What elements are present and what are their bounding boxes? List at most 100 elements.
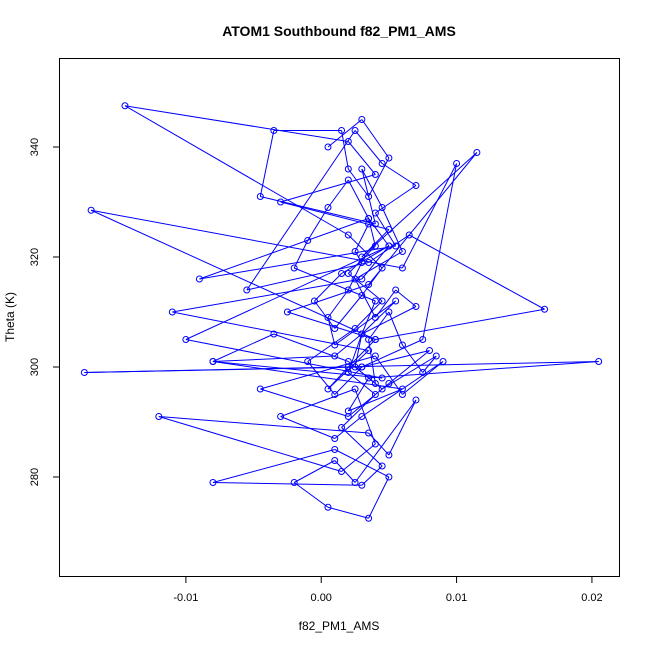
data-point [324,143,332,151]
data-point [290,264,298,272]
series-segment [199,245,396,280]
series-segment [212,482,362,486]
data-point [365,374,373,382]
data-point [80,369,88,376]
data-point [344,270,352,277]
series-segment [368,152,478,285]
data-point [209,358,217,365]
series-segment [388,311,403,346]
data-point [378,160,386,167]
data-point [344,286,352,294]
series-segment [293,482,329,508]
series-segment [354,399,417,483]
data-point [371,336,379,343]
series-segment [273,333,349,362]
data-point [365,193,373,200]
data-point [304,237,312,244]
data-point [338,127,346,134]
data-point [385,226,393,233]
data-point [371,314,379,321]
series-segment [368,157,390,197]
data-point [371,209,379,217]
series-segment [388,399,417,456]
series-segment [327,179,349,208]
series-segment [259,130,275,197]
series-segment [381,163,417,186]
data-point [432,352,440,360]
data-point [331,325,339,332]
data-point [398,391,406,398]
series-segment [293,240,309,269]
series-segment [347,333,363,373]
series-segment [212,449,335,483]
data-point [351,479,359,486]
series-segment [91,209,403,269]
series-segment [375,308,545,340]
data-point [331,435,339,442]
series-segment [185,245,390,340]
data-point [378,204,386,211]
x-tick-label: 0.01 [446,592,467,604]
series-segment [388,350,430,384]
data-point [371,297,379,305]
data-point [439,358,447,365]
series-segment [327,119,363,148]
data-point [385,242,393,250]
series-segment [341,130,349,170]
data-point [270,127,278,134]
data-point [371,242,379,250]
chart-title: ATOM1 Southbound f82_PM1_AMS [222,23,456,39]
series-segment [348,388,403,412]
data-point [371,352,379,360]
data-point [358,481,366,489]
y-axis-label: Theta (K) [3,292,17,342]
data-point [371,440,379,448]
data-point [378,374,386,382]
series-segment [280,201,390,230]
data-point [351,385,359,393]
series-segment [361,350,430,368]
series-segment [124,105,349,236]
data-point [344,413,352,420]
series-segment [199,218,369,280]
data-point [371,391,379,398]
series-segment [347,372,376,395]
data-point [358,116,366,123]
data-point [331,457,339,464]
series-segment [361,361,444,417]
data-point [398,341,406,349]
y-tick-label: 320 [29,248,41,266]
series-segment [314,300,336,329]
series-segment [307,361,336,395]
series-segment [381,355,437,390]
data-point [392,242,400,250]
series-segment [84,366,362,373]
data-point [344,369,352,376]
data-point [338,468,346,475]
series-segment [327,506,369,519]
series-segment [280,174,376,203]
data-point [351,275,359,283]
data-point [412,396,420,404]
data-point [290,479,298,486]
data-point [344,165,352,173]
series-segment [280,416,335,439]
data-point [365,220,373,228]
data-point [358,165,366,173]
data-point [378,385,386,393]
x-tick-label: 0.00 [311,592,332,604]
series-segment [334,300,396,346]
data-point [358,363,366,371]
data-point [209,479,217,486]
data-point [371,380,379,387]
series-segment [172,311,369,351]
data-point [338,270,346,277]
series-segment [354,300,383,329]
series-segment [361,465,383,486]
data-point [324,204,332,211]
data-point [331,352,339,360]
data-point [87,206,95,214]
series-segment [402,344,424,373]
data-point [378,264,386,272]
y-axis: 280 300 320 340 [29,138,60,486]
